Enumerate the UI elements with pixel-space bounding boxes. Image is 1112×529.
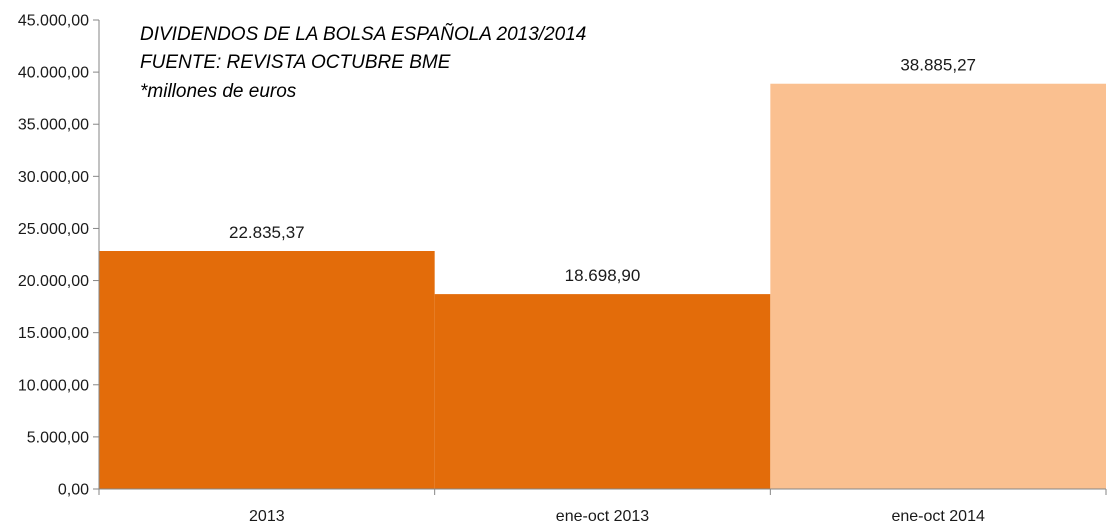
y-tick-label: 25.000,00 <box>18 221 89 238</box>
category-label-2: ene-oct 2014 <box>891 508 985 525</box>
axes-group <box>98 20 1106 490</box>
y-tick-label: 0,00 <box>58 482 89 499</box>
y-tick-label: 30.000,00 <box>18 169 89 186</box>
category-label-0: 2013 <box>249 508 285 525</box>
chart-title-line-1: DIVIDENDOS DE LA BOLSA ESPAÑOLA 2013/201… <box>140 23 586 45</box>
category-label-1: ene-oct 2013 <box>556 508 650 525</box>
y-tick-label: 15.000,00 <box>18 325 89 342</box>
y-tick-label: 35.000,00 <box>18 117 89 134</box>
chart-title-line-3: *millones de euros <box>140 81 297 102</box>
data-label-0: 22.835,37 <box>229 223 305 242</box>
y-tick-label: 10.000,00 <box>18 377 89 394</box>
bar-1 <box>434 294 771 489</box>
data-label-1: 18.698,90 <box>565 266 641 285</box>
data-labels-group: 22.835,37 18.698,90 38.885,27 <box>229 56 976 285</box>
x-ticks-group: 2013 ene-oct 2013 ene-oct 2014 <box>98 489 1107 525</box>
y-tick-label: 20.000,00 <box>18 273 89 290</box>
y-tick-label: 40.000,00 <box>18 65 89 82</box>
bars-group <box>99 83 1106 490</box>
y-tick-label: 5.000,00 <box>27 429 89 446</box>
data-label-2: 38.885,27 <box>900 56 976 75</box>
y-tick-label: 45.000,00 <box>18 13 89 30</box>
y-ticks-group: 0,00 5.000,00 10.000,00 15.000,00 20.000,00 2… <box>18 13 99 499</box>
chart-title-line-2: FUENTE: REVISTA OCTUBRE BME <box>140 52 451 73</box>
chart-title-block: DIVIDENDOS DE LA BOLSA ESPAÑOLA 2013/201… <box>140 23 586 102</box>
bar-0 <box>99 251 435 489</box>
bar-2 <box>770 83 1106 490</box>
